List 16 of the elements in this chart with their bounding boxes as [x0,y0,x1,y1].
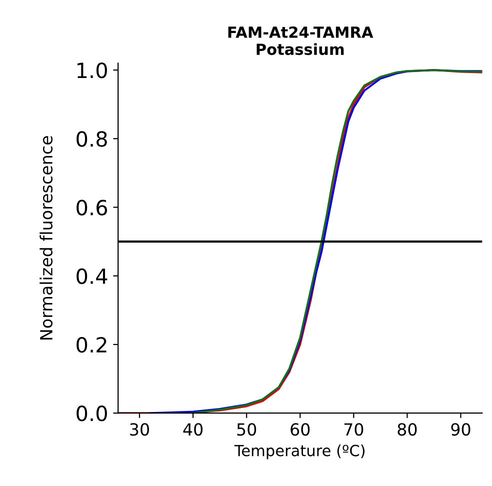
y-tick-label: 1.0 [78,62,107,78]
x-tick-label: 30 [130,423,149,436]
y-tick-label: 0.2 [76,336,106,353]
y-tick-label: 0.8 [76,131,107,147]
x-tick-label: 40 [183,423,203,436]
x-tick-label: 70 [344,423,364,436]
x-axis-title: Temperature (ºC) [234,444,365,460]
chart-title: FAM-At24-TAMRA Potassium [228,26,374,56]
x-tick-label: 60 [290,423,310,436]
y-tick-label: 0.0 [76,406,107,422]
y-axis-title: Normalized fluorescence [40,136,53,340]
y-tick-label: 0.6 [76,200,108,216]
x-tick-label: 80 [398,423,417,436]
y-tick-label: 0.4 [76,268,108,284]
x-tick-label: 90 [451,423,470,436]
x-tick-label: 50 [237,423,256,436]
